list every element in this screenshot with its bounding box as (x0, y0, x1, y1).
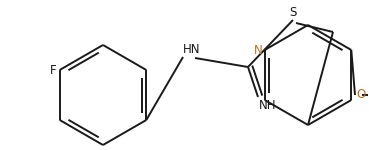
Text: HN: HN (183, 43, 200, 56)
Text: S: S (289, 6, 297, 19)
Text: NH: NH (259, 99, 276, 112)
Text: F: F (50, 63, 57, 76)
Text: O: O (356, 88, 365, 102)
Text: N: N (254, 44, 263, 57)
